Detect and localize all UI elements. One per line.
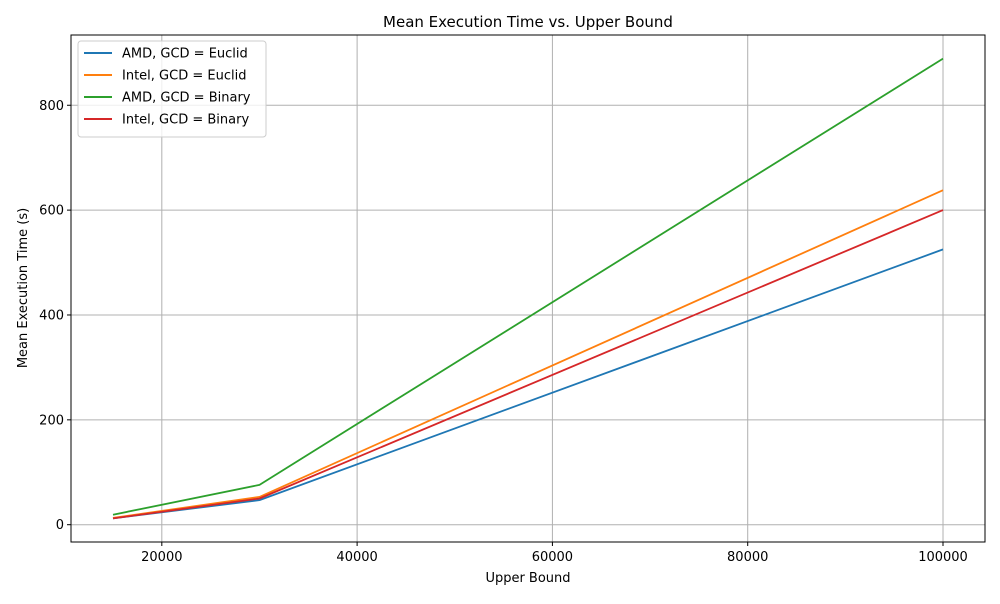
legend-label-2: Intel, GCD = Euclid xyxy=(122,69,246,84)
y-tick-label: 400 xyxy=(39,308,64,323)
axis-ticks: 20000 40000 60000 80000 100000 0 200 400 600 800 xyxy=(39,99,968,565)
series-line-4 xyxy=(112,209,944,520)
legend-label-3: AMD, GCD = Binary xyxy=(122,91,251,106)
legend-label-4: Intel, GCD = Binary xyxy=(122,113,249,128)
y-tick-label: 0 xyxy=(56,518,64,533)
chart-title: Mean Execution Time vs. Upper Bound xyxy=(383,13,673,31)
series-lines xyxy=(112,57,944,520)
x-tick-label: 20000 xyxy=(141,550,182,565)
x-tick-label: 80000 xyxy=(727,550,768,565)
x-tick-label: 60000 xyxy=(532,550,573,565)
grid xyxy=(71,35,985,542)
plot-frame xyxy=(70,34,986,543)
legend-label-1: AMD, GCD = Euclid xyxy=(122,47,248,62)
series-line-2 xyxy=(112,189,944,519)
x-axis-title: Upper Bound xyxy=(485,571,570,586)
y-axis-title: Mean Execution Time (s) xyxy=(16,208,31,368)
legend-box xyxy=(77,40,267,138)
y-tick-label: 200 xyxy=(39,413,64,428)
x-tick-label: 40000 xyxy=(336,550,377,565)
y-tick-label: 800 xyxy=(39,99,64,114)
x-tick-label: 100000 xyxy=(918,550,968,565)
series-line-1 xyxy=(112,248,944,520)
series-line-3 xyxy=(112,57,944,516)
legend: AMD, GCD = Euclid Intel, GCD = Euclid AMD,… xyxy=(77,40,267,138)
y-tick-label: 600 xyxy=(39,204,64,219)
